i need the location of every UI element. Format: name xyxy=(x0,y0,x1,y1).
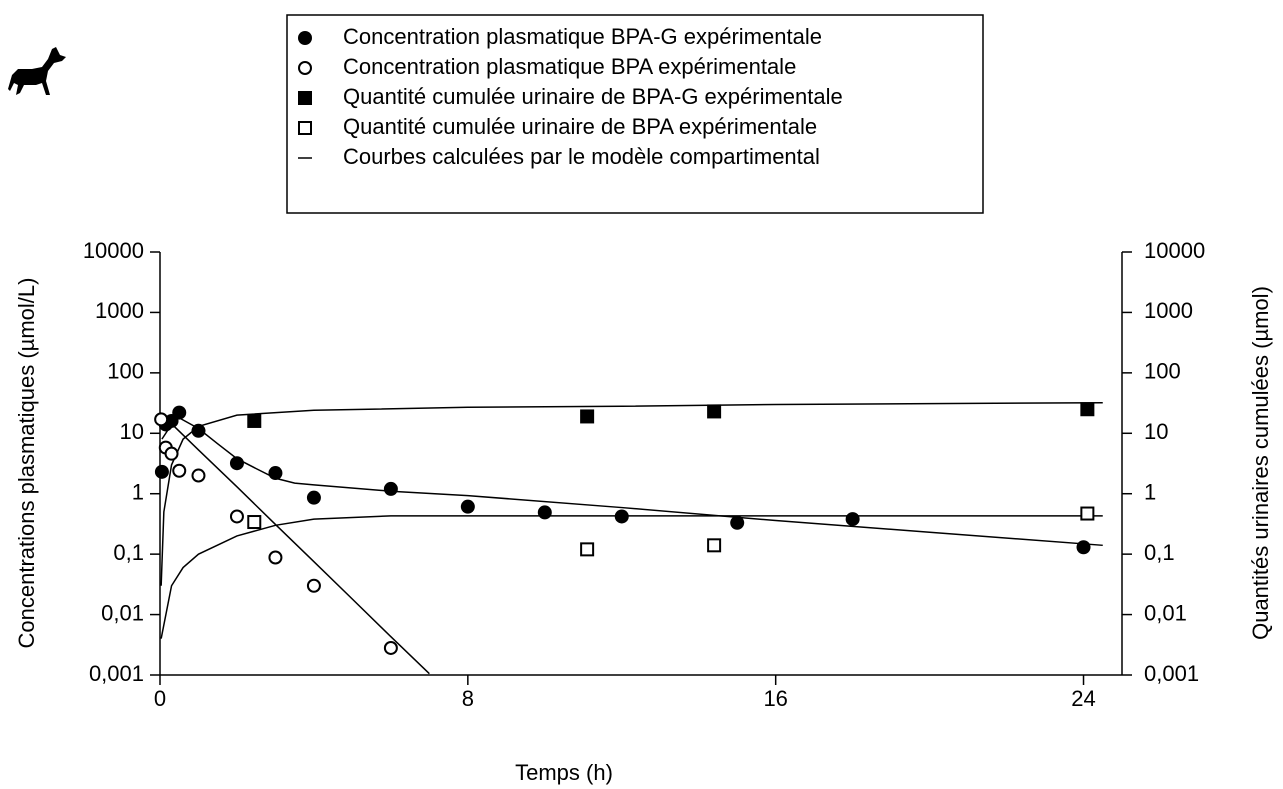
y2-tick-label: 0,1 xyxy=(1144,540,1175,565)
y-tick-label: 1000 xyxy=(95,298,144,323)
model-curve xyxy=(160,515,1103,639)
legend-label: Concentration plasmatique BPA-G expérime… xyxy=(343,24,822,49)
y2-tick-label: 100 xyxy=(1144,359,1181,384)
x-tick-label: 0 xyxy=(154,686,166,711)
point xyxy=(614,509,629,524)
model-curve xyxy=(161,416,1103,547)
model-curve xyxy=(160,412,430,675)
legend-label: Courbes calculées par le modèle comparti… xyxy=(343,144,820,169)
y-tick-label: 10 xyxy=(120,419,144,444)
y-tick-label: 0,001 xyxy=(89,661,144,686)
point xyxy=(172,463,187,478)
legend-label: Concentration plasmatique BPA expériment… xyxy=(343,54,796,79)
point xyxy=(460,499,475,514)
point xyxy=(306,490,321,505)
point xyxy=(268,466,283,481)
legend-label: Quantité cumulée urinaire de BPA-G expér… xyxy=(343,84,843,109)
point xyxy=(191,468,206,483)
legend-box xyxy=(286,14,984,214)
y-axis-label: Concentrations plasmatiques (µmol/L) xyxy=(14,278,39,649)
point xyxy=(1076,540,1091,555)
x-tick-label: 16 xyxy=(763,686,787,711)
point xyxy=(845,512,860,527)
point xyxy=(268,550,283,565)
point xyxy=(229,456,244,471)
point xyxy=(707,538,722,553)
legend-marker xyxy=(298,121,312,135)
point xyxy=(730,515,745,530)
point xyxy=(383,481,398,496)
dog-icon xyxy=(8,47,66,95)
y2-tick-label: 10000 xyxy=(1144,238,1205,263)
x-tick-label: 8 xyxy=(462,686,474,711)
point xyxy=(247,515,262,530)
point xyxy=(247,413,262,428)
y2-tick-label: 1 xyxy=(1144,480,1156,505)
model-curve xyxy=(160,402,1103,586)
legend-marker xyxy=(298,91,312,105)
y-tick-label: 100 xyxy=(107,359,144,384)
y2-axis-label: Quantités urinaires cumulées (µmol) xyxy=(1248,286,1273,640)
x-tick-label: 24 xyxy=(1071,686,1095,711)
point xyxy=(580,409,595,424)
y2-tick-label: 0,001 xyxy=(1144,661,1199,686)
point xyxy=(580,542,595,557)
y-tick-label: 0,01 xyxy=(101,600,144,625)
y-tick-label: 1 xyxy=(132,480,144,505)
y2-tick-label: 0,01 xyxy=(1144,600,1187,625)
point xyxy=(191,423,206,438)
legend-label: Quantité cumulée urinaire de BPA expérim… xyxy=(343,114,817,139)
y2-tick-label: 10 xyxy=(1144,419,1168,444)
y2-tick-label: 1000 xyxy=(1144,298,1193,323)
point xyxy=(172,405,187,420)
y-tick-label: 10000 xyxy=(83,238,144,263)
legend-marker xyxy=(298,61,312,75)
point xyxy=(1080,506,1095,521)
x-axis-label: Temps (h) xyxy=(515,760,613,785)
dog-shape xyxy=(8,47,66,95)
point xyxy=(154,464,169,479)
point xyxy=(229,509,244,524)
point xyxy=(1080,402,1095,417)
point xyxy=(383,640,398,655)
legend-marker xyxy=(298,31,312,45)
point xyxy=(306,578,321,593)
point xyxy=(537,505,552,520)
point xyxy=(154,412,169,427)
point xyxy=(164,446,179,461)
y-tick-label: 0,1 xyxy=(113,540,144,565)
point xyxy=(707,404,722,419)
